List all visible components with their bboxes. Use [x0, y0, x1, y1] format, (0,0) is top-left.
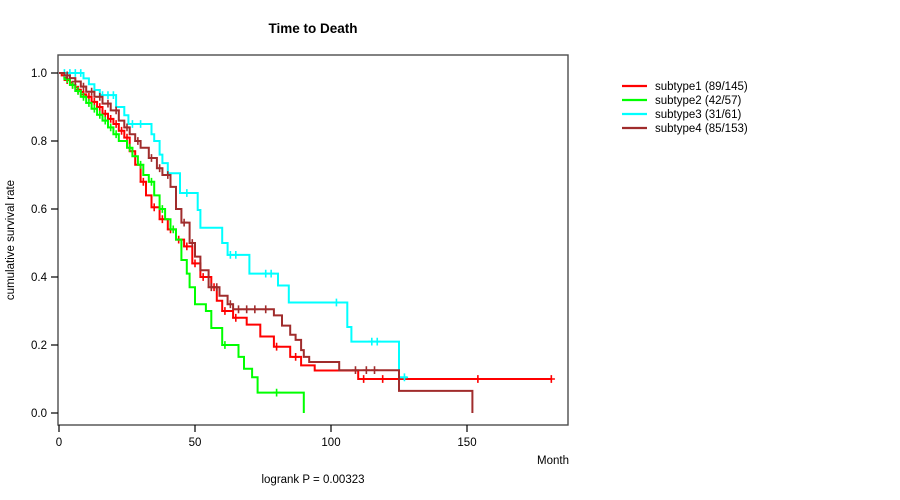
- x-axis-label: Month: [537, 455, 569, 467]
- curve-1: [59, 72, 552, 380]
- legend-label-subtype4: subtype4 (85/153): [655, 123, 748, 135]
- censor-marks-2: [63, 75, 281, 397]
- survival-curves: [59, 69, 555, 413]
- y-axis-label: cumulative survival rate: [5, 180, 17, 300]
- x-tick-label: 100: [321, 437, 340, 449]
- x-tick-label: 150: [457, 437, 476, 449]
- x-tick-label: 50: [189, 437, 202, 449]
- plot-title: Time to Death: [268, 21, 357, 36]
- censor-marks-4: [63, 71, 379, 375]
- legend: subtype1 (89/145) subtype2 (42/57) subty…: [622, 81, 748, 135]
- curve-4: [59, 72, 474, 413]
- x-tick-label: 0: [56, 437, 62, 449]
- censor-marks-1: [63, 76, 555, 383]
- legend-label-subtype3: subtype3 (31/61): [655, 109, 741, 121]
- plot-box: [57, 54, 569, 426]
- y-tick-label: 0.2: [31, 340, 47, 352]
- legend-label-subtype2: subtype2 (42/57): [655, 95, 741, 107]
- y-tick-label: 0.0: [31, 408, 47, 420]
- curve-2: [59, 72, 305, 413]
- y-tick-label: 1.0: [31, 68, 47, 80]
- censor-marks-3: [60, 69, 409, 382]
- y-tick-label: 0.8: [31, 136, 47, 148]
- y-tick-label: 0.4: [31, 272, 48, 284]
- axes: 0 50 100 150 0.0 0.2 0.4 0.6 0.8 1.0: [31, 54, 569, 449]
- y-tick-label: 0.6: [31, 204, 47, 216]
- legend-label-subtype1: subtype1 (89/145): [655, 81, 748, 93]
- logrank-annotation: logrank P = 0.00323: [261, 474, 364, 486]
